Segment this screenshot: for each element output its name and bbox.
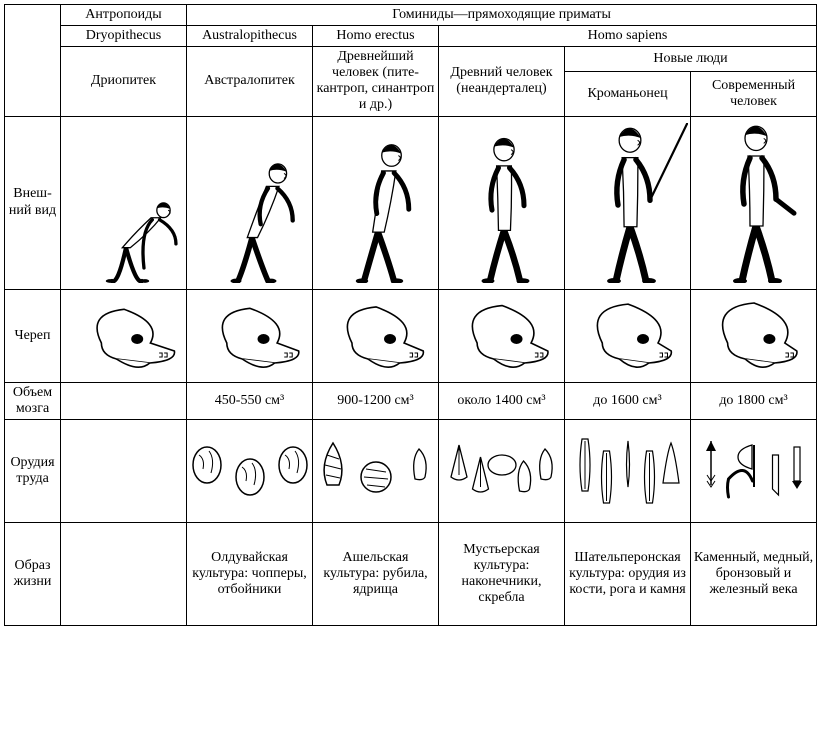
header-row-3: Дриопитек Австрало­питек Древнейший чело… (5, 47, 817, 72)
hdr-latin-austra: Australopi­thecus (187, 26, 313, 47)
fig-erectus (313, 116, 439, 289)
hdr-ru-neand: Древний человек (неандерталец) (439, 47, 565, 116)
row-brain: Объем мозга 450-550 см³ 900-1200 см³ око… (5, 382, 817, 419)
header-blank (5, 5, 61, 117)
hdr-hominids: Гоминиды—прямоходящие приматы (187, 5, 817, 26)
tools-erectus (313, 419, 439, 522)
brain-austra: 450-550 см³ (187, 382, 313, 419)
tools-neand (439, 419, 565, 522)
brain-modern: до 1800 см³ (691, 382, 817, 419)
tools-modern (691, 419, 817, 522)
hdr-ru-erectus: Древнейший человек (пите­кантроп, си­нан… (313, 47, 439, 116)
hdr-ru-newpeople: Новые люди (565, 47, 817, 72)
header-row-2: Dryopithecus Australopi­thecus Homo erec… (5, 26, 817, 47)
skull-dryo (61, 289, 187, 382)
hdr-ru-dryo: Дриопитек (61, 47, 187, 116)
label-skull: Череп (5, 289, 61, 382)
label-tools: Орудия труда (5, 419, 61, 522)
life-modern: Каменный, медный, бронзовый и железный в… (691, 522, 817, 625)
hdr-ru-modern: Современный человек (691, 72, 817, 116)
brain-dryo (61, 382, 187, 419)
hdr-latin-sapiens: Homo sapiens (439, 26, 817, 47)
life-erectus: Ашельская культура: рубила, ядрища (313, 522, 439, 625)
hdr-ru-croma: Кроманьонец (565, 72, 691, 116)
label-brain: Объем мозга (5, 382, 61, 419)
skull-croma (565, 289, 691, 382)
life-austra: Олдувайская культура: чопперы, отбойники (187, 522, 313, 625)
hdr-latin-erectus: Homo erectus (313, 26, 439, 47)
skull-neand (439, 289, 565, 382)
brain-erectus: 900-1200 см³ (313, 382, 439, 419)
row-lifestyle: Образ жизни Олдувайская культура: чоппер… (5, 522, 817, 625)
label-appearance: Внеш­ний вид (5, 116, 61, 289)
tools-austra (187, 419, 313, 522)
row-appearance: Внеш­ний вид (5, 116, 817, 289)
fig-dryo (61, 116, 187, 289)
skull-erectus (313, 289, 439, 382)
hdr-anthropoids: Антро­поиды (61, 5, 187, 26)
header-row-1: Антро­поиды Гоминиды—прямоходящие примат… (5, 5, 817, 26)
hdr-latin-dryo: Dryopithecus (61, 26, 187, 47)
life-dryo (61, 522, 187, 625)
hdr-ru-austra: Австрало­питек (187, 47, 313, 116)
brain-neand: около 1400 см³ (439, 382, 565, 419)
tools-croma (565, 419, 691, 522)
tools-dryo (61, 419, 187, 522)
life-neand: Мустьерская культура: наконечники, скреб… (439, 522, 565, 625)
evolution-table: Антро­поиды Гоминиды—прямоходящие примат… (4, 4, 817, 626)
skull-austra (187, 289, 313, 382)
fig-neand (439, 116, 565, 289)
fig-croma (565, 116, 691, 289)
fig-modern (691, 116, 817, 289)
life-croma: Шательперон­ская культура: орудия из кос… (565, 522, 691, 625)
brain-croma: до 1600 см³ (565, 382, 691, 419)
row-skull: Череп (5, 289, 817, 382)
row-tools: Орудия труда (5, 419, 817, 522)
fig-austra (187, 116, 313, 289)
skull-modern (691, 289, 817, 382)
label-lifestyle: Образ жизни (5, 522, 61, 625)
